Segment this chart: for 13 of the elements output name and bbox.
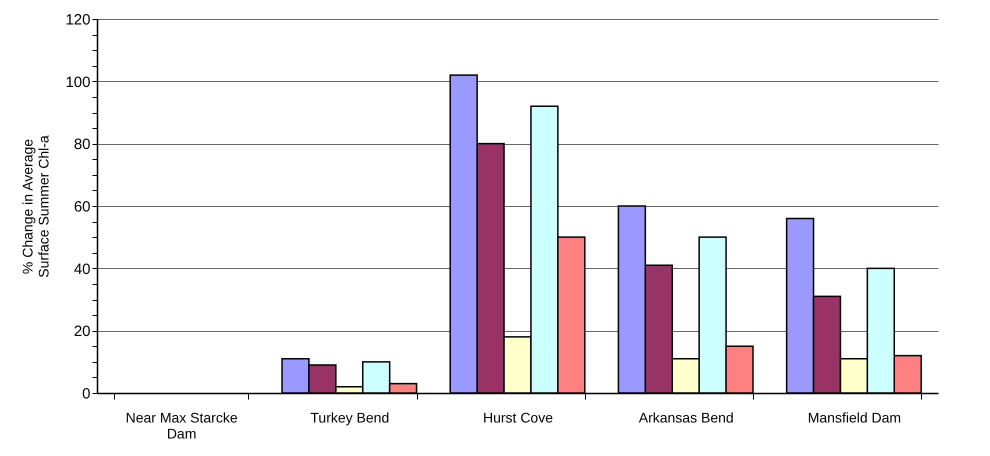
x-tick-label: Hurst Cove: [482, 410, 554, 426]
y-tick-label: 40: [74, 260, 90, 278]
y-tick-label: 20: [74, 323, 90, 340]
x-tick-label: Arkansas Bend: [638, 410, 734, 426]
x-tick-label: Turkey Bend: [310, 410, 390, 426]
y-tick-label: 60: [74, 198, 90, 216]
y-axis-title: % Change in Average Surface Summer Chl-a: [19, 135, 52, 278]
y-tick-label: 80: [74, 136, 90, 154]
x-tick-label: Mansfield Dam: [808, 410, 902, 426]
x-tick-label: Near Max Starcke Dam: [126, 410, 238, 442]
y-tick-label: 120: [65, 12, 90, 28]
y-tick-label: 100: [65, 74, 90, 91]
y-tick-label: 0: [82, 386, 90, 402]
